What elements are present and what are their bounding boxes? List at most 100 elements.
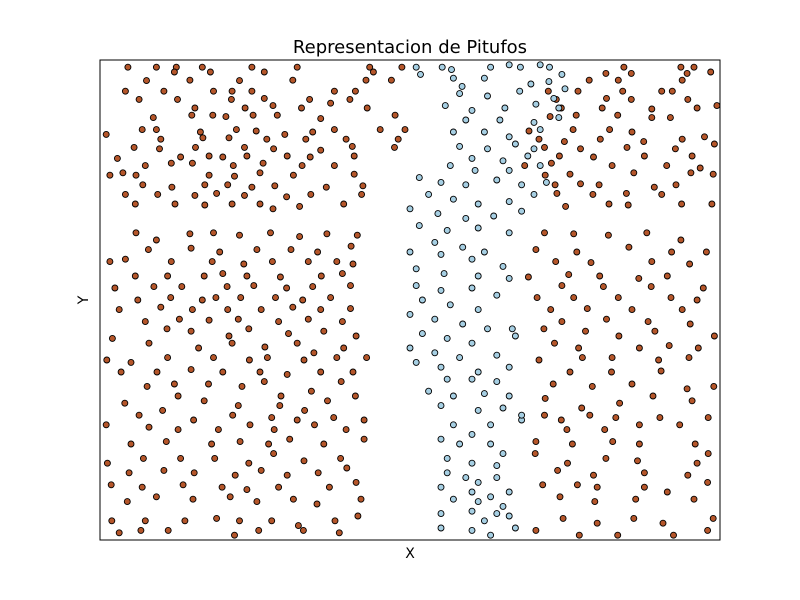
scatter-point-class-0 — [121, 255, 129, 263]
scatter-point-class-0 — [177, 454, 185, 462]
scatter-point-class-0 — [256, 200, 264, 208]
scatter-point-class-0 — [106, 258, 114, 266]
scatter-point-class-0 — [555, 152, 563, 160]
scatter-point-class-1 — [542, 178, 550, 186]
scatter-point-class-1 — [505, 133, 513, 141]
scatter-point-class-0 — [535, 356, 543, 364]
scatter-point-class-0 — [322, 183, 330, 191]
scatter-point-class-0 — [635, 344, 643, 352]
scatter-point-class-0 — [557, 416, 565, 424]
scatter-point-class-0 — [604, 231, 612, 239]
scatter-point-class-1 — [434, 210, 442, 218]
scatter-point-class-0 — [188, 159, 196, 167]
scatter-point-class-0 — [688, 152, 696, 160]
scatter-point-class-0 — [164, 354, 172, 362]
scatter-point-class-0 — [253, 498, 261, 506]
scatter-point-class-1 — [518, 207, 526, 215]
scatter-point-class-0 — [525, 127, 533, 135]
scatter-point-class-0 — [558, 318, 566, 326]
scatter-point-class-1 — [487, 531, 495, 539]
scatter-point-class-0 — [317, 272, 325, 280]
scatter-point-class-0 — [354, 512, 362, 520]
scatter-point-class-0 — [314, 248, 322, 256]
scatter-point-class-0 — [603, 94, 610, 102]
scatter-point-class-1 — [449, 421, 457, 429]
scatter-point-class-1 — [431, 238, 439, 246]
scatter-point-class-0 — [614, 531, 622, 539]
scatter-point-class-0 — [224, 306, 232, 314]
scatter-point-class-0 — [533, 294, 541, 302]
scatter-point-class-0 — [125, 469, 133, 477]
scatter-point-class-0 — [317, 368, 325, 376]
scatter-point-class-0 — [263, 354, 271, 362]
scatter-point-class-0 — [709, 170, 717, 178]
scatter-point-class-0 — [690, 63, 698, 71]
scatter-point-class-1 — [487, 421, 495, 429]
scatter-point-class-0 — [622, 189, 630, 197]
scatter-point-class-0 — [612, 414, 620, 422]
scatter-point-class-0 — [174, 95, 181, 103]
scatter-point-class-0 — [635, 274, 643, 282]
scatter-point-class-0 — [186, 230, 194, 238]
scatter-point-class-0 — [583, 305, 591, 313]
scatter-point-class-0 — [143, 77, 150, 85]
scatter-point-class-0 — [306, 95, 314, 103]
scatter-point-class-0 — [298, 104, 305, 112]
scatter-point-class-0 — [541, 394, 549, 402]
scatter-point-class-0 — [608, 368, 615, 376]
scatter-point-class-0 — [558, 282, 566, 290]
scatter-point-class-1 — [437, 286, 445, 294]
scatter-point-class-1 — [462, 474, 470, 482]
scatter-point-class-0 — [667, 294, 675, 302]
scatter-point-class-0 — [256, 368, 264, 376]
scatter-point-class-0 — [234, 315, 242, 323]
scatter-point-class-1 — [438, 63, 446, 71]
scatter-point-class-0 — [213, 514, 221, 522]
scatter-point-class-0 — [189, 495, 197, 503]
scatter-point-class-0 — [570, 294, 578, 302]
scatter-point-class-0 — [252, 127, 260, 135]
scatter-point-class-0 — [195, 344, 203, 352]
scatter-point-class-1 — [412, 63, 420, 71]
scatter-point-class-0 — [628, 128, 636, 136]
scatter-point-class-0 — [696, 164, 704, 172]
scatter-point-class-0 — [324, 397, 331, 405]
scatter-point-class-0 — [298, 162, 306, 170]
scatter-point-class-0 — [566, 170, 574, 178]
scatter-point-class-0 — [156, 145, 163, 153]
scatter-point-class-0 — [115, 306, 123, 314]
scatter-point-class-1 — [516, 87, 524, 95]
scatter-point-class-1 — [417, 70, 424, 78]
scatter-point-class-0 — [225, 134, 233, 142]
scatter-point-class-0 — [163, 325, 171, 333]
scatter-point-class-0 — [325, 483, 333, 491]
scatter-point-class-0 — [547, 159, 555, 167]
scatter-point-class-0 — [358, 190, 366, 198]
chart-title: Representacion de Pitufos — [293, 37, 527, 58]
scatter-point-class-0 — [111, 284, 119, 292]
scatter-point-class-0 — [595, 181, 603, 189]
scatter-point-class-0 — [577, 180, 584, 188]
scatter-point-class-0 — [693, 104, 701, 112]
scatter-point-class-0 — [271, 182, 279, 190]
scatter-point-class-1 — [448, 66, 455, 74]
scatter-point-class-0 — [257, 306, 265, 314]
scatter-point-class-0 — [170, 68, 178, 76]
scatter-point-class-0 — [232, 126, 240, 134]
scatter-point-class-0 — [554, 466, 562, 474]
scatter-point-class-0 — [351, 392, 359, 400]
scatter-point-class-0 — [208, 258, 216, 266]
scatter-point-class-0 — [710, 140, 718, 148]
scatter-point-class-0 — [663, 162, 671, 170]
scatter-point-class-0 — [154, 190, 162, 198]
scatter-point-class-0 — [658, 87, 666, 95]
scatter-point-class-0 — [241, 104, 249, 112]
scatter-point-class-1 — [493, 378, 501, 386]
scatter-point-class-0 — [648, 258, 656, 266]
scatter-point-class-0 — [401, 126, 409, 134]
scatter-point-class-0 — [248, 183, 256, 191]
scatter-point-class-0 — [277, 392, 285, 400]
scatter-point-class-1 — [516, 63, 524, 71]
scatter-point-class-1 — [480, 74, 488, 82]
scatter-point-class-0 — [570, 230, 578, 238]
